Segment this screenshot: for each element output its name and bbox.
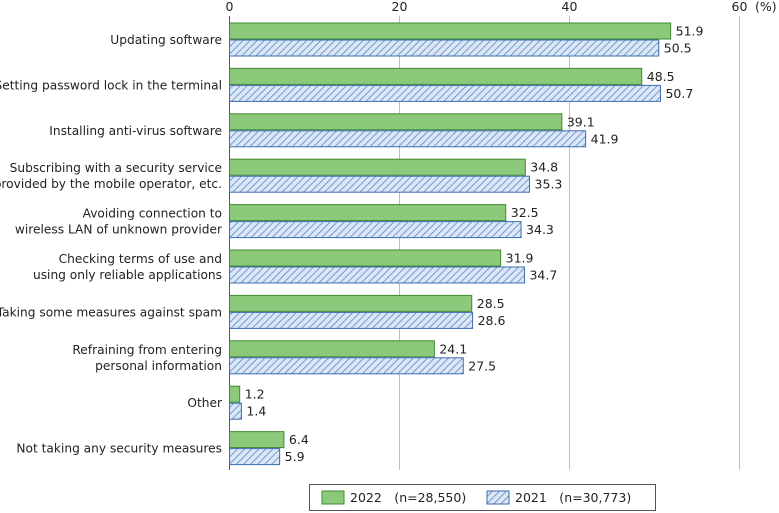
legend: 2022 (n=28,550) 2021 (n=30,773) [309, 484, 656, 511]
data-label: 1.2 [245, 387, 265, 402]
category-labels: Updating software Setting password lock i… [0, 33, 223, 456]
category-label: using only reliable applications [33, 268, 222, 282]
category-label: Subscribing with a security service [10, 161, 222, 175]
unit-label: (%) [755, 0, 777, 14]
data-label: 39.1 [567, 114, 595, 129]
data-label: 1.4 [246, 404, 266, 419]
bar-2021 [229, 175, 531, 193]
x-tick-label: 20 [392, 0, 408, 14]
category-label: Setting password lock in the terminal [0, 78, 222, 92]
data-label: 6.4 [289, 432, 309, 447]
bar-2022 [229, 67, 643, 85]
bar-2022 [229, 385, 241, 403]
legend-box [309, 484, 656, 511]
category-label: personal information [95, 359, 222, 373]
category-label: Avoiding connection to [83, 207, 222, 221]
data-label: 31.9 [506, 251, 534, 266]
data-label: 24.1 [439, 341, 467, 356]
data-label: 32.5 [511, 205, 539, 220]
bar-2021 [229, 402, 242, 420]
bars: 51.9 50.5 48.5 50.7 39.1 41.9 34.8 35.3 32.5 34.3… [229, 22, 704, 466]
legend-label: 2022 (n=28,550) [350, 490, 466, 505]
category-label: provided by the mobile operator, etc. [0, 177, 222, 191]
category-label: Installing anti-virus software [49, 124, 222, 138]
category-label: Not taking any security measures [16, 442, 222, 456]
data-label: 50.5 [664, 41, 692, 56]
category-label: wireless LAN of unknown provider [15, 223, 223, 237]
bar-2022 [229, 158, 526, 176]
data-label: 27.5 [468, 358, 496, 373]
bar-2022 [229, 113, 563, 131]
bar-2021 [229, 39, 660, 57]
data-label: 34.3 [526, 222, 554, 237]
legend-swatch-2022 [321, 490, 345, 505]
data-label: 5.9 [285, 449, 305, 464]
legend-swatch-2021 [486, 490, 510, 505]
x-tick-label: 40 [562, 0, 578, 14]
category-label: Taking some measures against spam [0, 305, 222, 319]
data-label: 51.9 [676, 24, 704, 39]
bar-2021 [229, 130, 587, 148]
data-label: 50.7 [665, 86, 693, 101]
data-label: 41.9 [591, 131, 619, 146]
data-label: 28.6 [478, 313, 506, 328]
bar-2022 [229, 204, 507, 222]
bar-2021 [229, 311, 474, 329]
category-label: Checking terms of use and [59, 252, 222, 266]
bar-2022 [229, 22, 672, 40]
data-label: 34.8 [530, 160, 558, 175]
bar-2021 [229, 221, 522, 239]
data-label: 28.5 [477, 296, 505, 311]
category-label: Other [187, 396, 223, 410]
x-tick-label: 60 [732, 0, 748, 14]
category-label: Updating software [110, 33, 222, 47]
data-label: 34.7 [529, 268, 557, 283]
bar-2021 [229, 448, 281, 466]
bar-2021 [229, 84, 661, 102]
bar-2021 [229, 357, 464, 375]
bar-2022 [229, 249, 502, 267]
x-axis-ticks: 0 20 40 60 (%) [226, 0, 777, 14]
legend-label: 2021 (n=30,773) [515, 490, 631, 505]
bar-2022 [229, 294, 473, 312]
bar-2021 [229, 266, 525, 284]
category-label: Refraining from entering [72, 343, 222, 357]
data-label: 35.3 [535, 177, 563, 192]
bar-2022 [229, 340, 435, 358]
x-tick-label: 0 [226, 0, 234, 14]
bar-2022 [229, 431, 285, 449]
data-label: 48.5 [647, 69, 675, 84]
